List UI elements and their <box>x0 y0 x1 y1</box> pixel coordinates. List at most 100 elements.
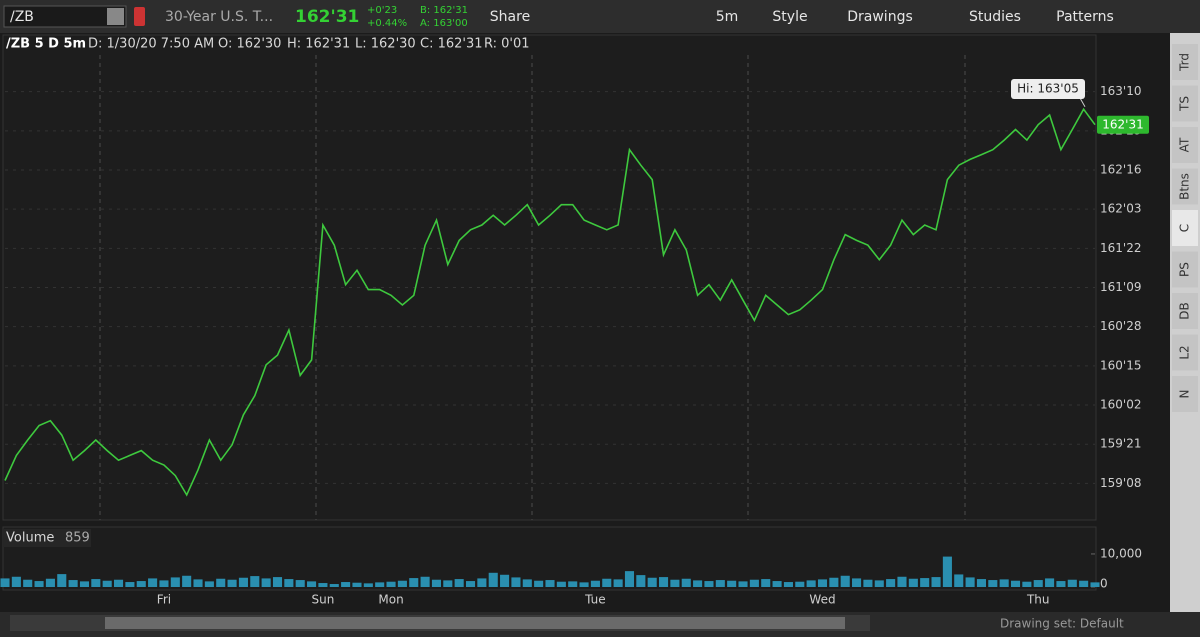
volume-bar <box>534 580 544 587</box>
toolbar-button[interactable]: Style <box>772 9 807 25</box>
toolbar-button[interactable]: 5m <box>716 9 739 25</box>
volume-bar <box>284 579 294 587</box>
volume-bar <box>261 578 271 587</box>
info-field: L: 162'30 <box>355 37 416 52</box>
volume-bar <box>431 579 441 587</box>
link-icon[interactable] <box>134 7 145 26</box>
symbol-box[interactable] <box>3 5 127 28</box>
toolbar-button[interactable]: Share <box>490 9 530 25</box>
price-tag <box>1097 115 1149 134</box>
sidebar-tab[interactable] <box>1172 85 1198 122</box>
volume-bar <box>840 575 850 587</box>
dropdown-button[interactable] <box>107 8 124 25</box>
volume-bar <box>886 579 896 587</box>
volume-bar <box>443 580 453 587</box>
x-tick-label: Tue <box>584 593 606 607</box>
volume-bar <box>772 581 782 587</box>
volume-bar <box>136 581 146 587</box>
volume-bar <box>954 574 964 587</box>
x-tick-label: Fri <box>157 593 171 607</box>
volume-bar <box>295 580 305 587</box>
volume-bar <box>817 579 828 587</box>
volume-bar <box>57 574 67 587</box>
ask: A: 163'00 <box>420 18 468 29</box>
info-field: O: 162'30 <box>218 37 281 52</box>
volume-bar <box>999 579 1009 587</box>
toolbar-button[interactable]: Drawings <box>847 9 913 25</box>
sidebar-tab[interactable] <box>1172 127 1198 163</box>
y-tick-label: 163'10 <box>1100 84 1141 98</box>
volume-bar <box>647 577 657 587</box>
volume-bar <box>681 578 691 587</box>
volume-label-box <box>3 529 91 547</box>
volume-bar <box>341 582 351 587</box>
scroll-thumb[interactable] <box>105 617 845 629</box>
volume-bar <box>829 577 839 587</box>
y-tick-label: 162'16 <box>1100 162 1141 176</box>
y-tick-label: 161'09 <box>1100 280 1141 294</box>
sidebar-tab[interactable] <box>1172 168 1198 205</box>
x-tick-label: Sun <box>312 593 335 607</box>
high-bubble <box>1011 79 1085 99</box>
volume-bar <box>976 579 986 587</box>
sidebar-tab[interactable] <box>1172 334 1198 371</box>
volume-bar <box>613 579 623 587</box>
sidebar-tab-label[interactable]: L2 <box>1178 345 1192 359</box>
volume-bar <box>749 579 759 587</box>
volume-bar <box>204 581 214 587</box>
volume-bar <box>386 581 396 587</box>
sidebar-tab[interactable] <box>1172 376 1198 412</box>
volume-bar <box>454 579 464 587</box>
sidebar-tab-label[interactable]: N <box>1178 390 1192 399</box>
volume-bar <box>670 579 680 587</box>
volume-bar <box>397 580 407 587</box>
sidebar-tab-label[interactable]: Trd <box>1178 53 1192 72</box>
change-pct: +0.44% <box>367 18 407 29</box>
sidebar-tab[interactable] <box>1172 293 1198 329</box>
sidebar-tab-label[interactable]: PS <box>1178 262 1192 277</box>
sidebar-tab-label[interactable]: AT <box>1178 137 1192 152</box>
volume-bar <box>522 579 532 587</box>
sidebar-tab[interactable] <box>1172 44 1198 80</box>
sidebar-tab[interactable] <box>1172 251 1198 288</box>
volume-bar <box>0 578 10 587</box>
volume-bar <box>227 579 237 587</box>
sidebar-tab-label[interactable]: TS <box>1178 96 1192 112</box>
volume-bar <box>500 574 510 587</box>
price-line <box>4 107 1096 497</box>
volume-bar <box>125 582 135 587</box>
sidebar-tab-label[interactable]: Btns <box>1178 173 1192 200</box>
volume-bar <box>102 580 112 587</box>
volume-bar <box>420 576 430 587</box>
volume-bar <box>11 576 21 587</box>
volume-bar <box>363 583 373 587</box>
volume-bar <box>216 578 226 587</box>
toolbar-button[interactable]: Studies <box>969 9 1021 25</box>
info-field: R: 0'01 <box>484 37 530 52</box>
y-tick-label: 159'08 <box>1100 476 1141 490</box>
volume-bar <box>988 580 998 587</box>
y-tick-label: 0 <box>1100 577 1108 591</box>
volume-bar <box>556 581 566 587</box>
sidebar-tab[interactable] <box>1172 210 1198 246</box>
volume-bar <box>852 578 862 587</box>
volume-bar <box>897 576 907 587</box>
x-tick-label: Mon <box>378 593 403 607</box>
volume-last: 859 <box>65 531 90 546</box>
y-tick-label: 162'03 <box>1100 202 1141 216</box>
volume-bar <box>715 580 725 587</box>
info-field: /ZB 5 D 5m <box>6 37 86 52</box>
description: 30-Year U.S. T... <box>165 9 273 25</box>
sidebar-tab-label[interactable]: DB <box>1178 302 1192 319</box>
volume-bar <box>34 581 44 587</box>
volume-bar <box>307 581 317 587</box>
volume-bar <box>874 580 884 587</box>
volume-bar <box>375 582 385 587</box>
y-tick-label: 10,000 <box>1100 546 1142 560</box>
toolbar-button[interactable]: Patterns <box>1056 9 1114 25</box>
volume-bar <box>568 581 578 587</box>
volume-bar <box>329 584 339 587</box>
sidebar-tab-label[interactable]: C <box>1178 224 1192 232</box>
volume-bar <box>1079 580 1089 587</box>
